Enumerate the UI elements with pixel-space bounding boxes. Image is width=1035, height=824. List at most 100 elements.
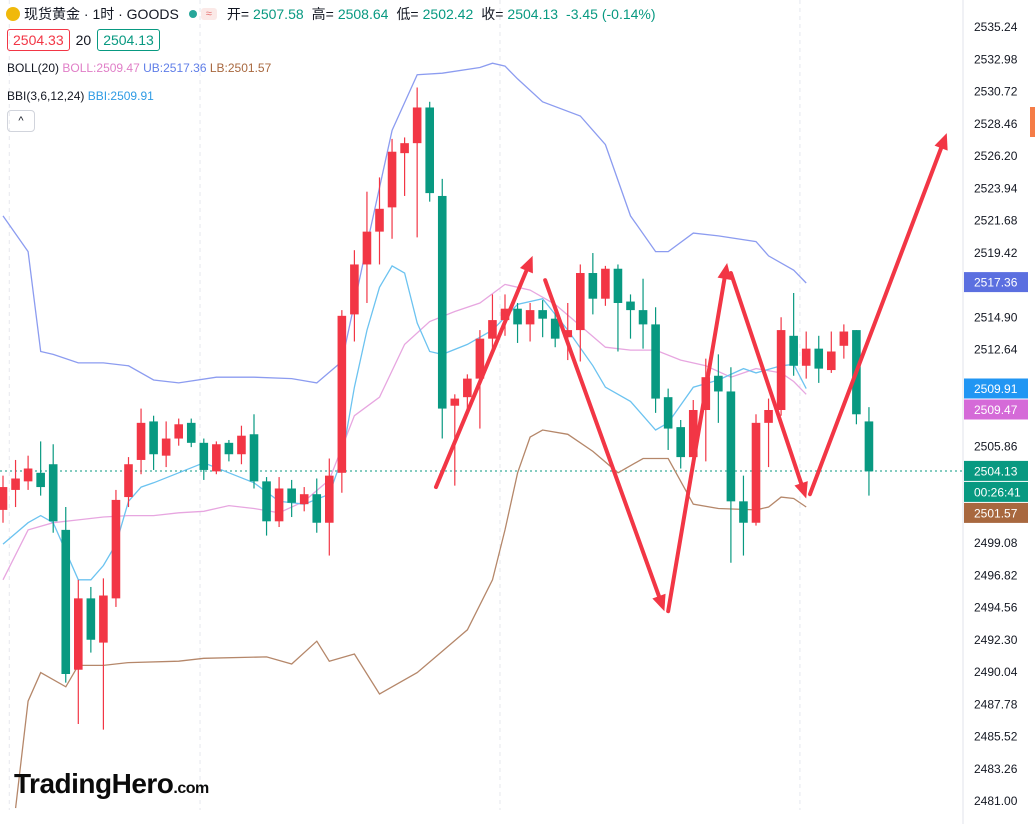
candle-body <box>61 529 71 675</box>
candle <box>237 425 246 465</box>
bbi-legend[interactable]: BBI(3,6,12,24) BBI:2509.91 <box>7 89 154 103</box>
candle-body <box>688 410 698 458</box>
axis-edge-marker <box>1030 107 1035 137</box>
candle <box>588 253 598 315</box>
collapse-legend-button[interactable]: ^ <box>7 110 35 132</box>
annotation-arrow <box>433 255 533 490</box>
high-value: 2508.64 <box>337 6 389 22</box>
candle <box>387 138 397 239</box>
trade-buttons: 2504.33 20 2504.13 <box>7 29 160 51</box>
market-open-dot-icon <box>188 10 197 18</box>
candle-body <box>312 494 322 523</box>
symbol-title[interactable]: 现货黄金 · 1时 · GOODS <box>24 6 179 22</box>
candle <box>11 459 20 508</box>
price-tag-UB: 2517.36 <box>964 272 1028 293</box>
annotation-arrow <box>543 278 666 612</box>
price-tick-label: 2514.90 <box>974 310 1018 324</box>
candle <box>74 579 83 724</box>
boll-legend[interactable]: BOLL(20) BOLL:2509.47 UB:2517.36 LB:2501… <box>7 61 271 75</box>
candle-body <box>801 348 811 366</box>
bbi-line <box>2 265 807 581</box>
change-value: -3.45 (-0.14%) <box>566 6 656 22</box>
candle-body <box>387 151 397 208</box>
candle <box>513 302 522 343</box>
delayed-data-icon[interactable]: ≈ <box>200 8 217 20</box>
candle <box>626 294 635 339</box>
candle <box>23 455 33 490</box>
candle <box>262 477 271 536</box>
candle-body <box>99 595 108 643</box>
close-label: 收= <box>481 6 504 22</box>
candle-body <box>789 335 798 366</box>
candle <box>249 414 259 489</box>
candle <box>287 479 296 518</box>
candle-body <box>726 391 736 502</box>
candle-body <box>626 301 635 311</box>
candle <box>299 487 309 512</box>
candle <box>325 458 334 556</box>
candle-body <box>450 398 460 406</box>
candle-body <box>588 273 598 299</box>
arrow-shaft <box>543 278 661 599</box>
bbi-value: BBI:2509.91 <box>87 89 154 103</box>
candle-body <box>538 310 547 319</box>
candle-body <box>287 488 296 503</box>
candle <box>161 421 171 468</box>
price-tag-label: 2517.36 <box>974 276 1018 290</box>
candle <box>839 324 849 359</box>
candle <box>864 407 874 496</box>
price-tag-bg <box>964 378 1028 399</box>
candle <box>61 507 71 683</box>
price-tick-label: 2530.72 <box>974 85 1018 99</box>
boll-basis-value: BOLL:2509.47 <box>62 61 140 75</box>
arrow-shaft <box>728 271 804 486</box>
candle-body <box>563 330 573 338</box>
price-tick-label: 2526.20 <box>974 149 1018 163</box>
candle <box>437 178 447 439</box>
annotation-arrow <box>728 271 808 499</box>
candle-body <box>11 478 20 490</box>
candle-body <box>350 264 359 315</box>
candle-body <box>739 501 748 523</box>
candle-body <box>864 421 874 472</box>
candle <box>212 441 221 475</box>
candle-body <box>437 195 447 409</box>
arrow-head <box>794 481 808 499</box>
price-tick-label: 2535.24 <box>974 20 1018 34</box>
price-tag-countdown: 00:26:41 <box>964 481 1028 502</box>
candle-body <box>186 422 196 443</box>
arrow-shaft <box>807 146 944 497</box>
candle-body <box>550 318 560 339</box>
candle-body <box>48 464 58 522</box>
candle-body <box>124 464 133 498</box>
candle <box>651 307 660 413</box>
candle-body <box>36 472 45 488</box>
boll-upper-band-line <box>2 62 807 384</box>
buy-button[interactable]: 2504.13 <box>97 29 160 51</box>
candle <box>312 478 322 533</box>
tradinghero-logo: TradingHero.com <box>14 768 209 800</box>
candle <box>111 489 121 607</box>
candle <box>36 441 45 496</box>
candle-body <box>764 410 773 423</box>
price-axis: 2535.24 2532.98 2530.72 2528.46 2526.20 2523.… <box>974 20 1018 808</box>
candle <box>99 578 108 730</box>
low-label: 低= <box>396 6 419 22</box>
candle-body <box>237 435 246 455</box>
candle-body <box>513 308 522 325</box>
price-tick-label: 2512.64 <box>974 343 1018 357</box>
candle <box>199 438 209 480</box>
candle-body <box>412 107 422 144</box>
candle-body <box>663 397 673 429</box>
boll-lower-value: LB:2501.57 <box>209 61 272 75</box>
price-tick-label: 2519.42 <box>974 246 1018 260</box>
candle <box>488 294 497 352</box>
candle-body <box>249 434 259 482</box>
candle <box>739 475 748 556</box>
candle-body <box>23 468 33 482</box>
annotation-arrow <box>666 263 732 614</box>
low-value: 2502.42 <box>422 6 474 22</box>
sell-button[interactable]: 2504.33 <box>7 29 70 51</box>
candle-body <box>337 315 347 473</box>
